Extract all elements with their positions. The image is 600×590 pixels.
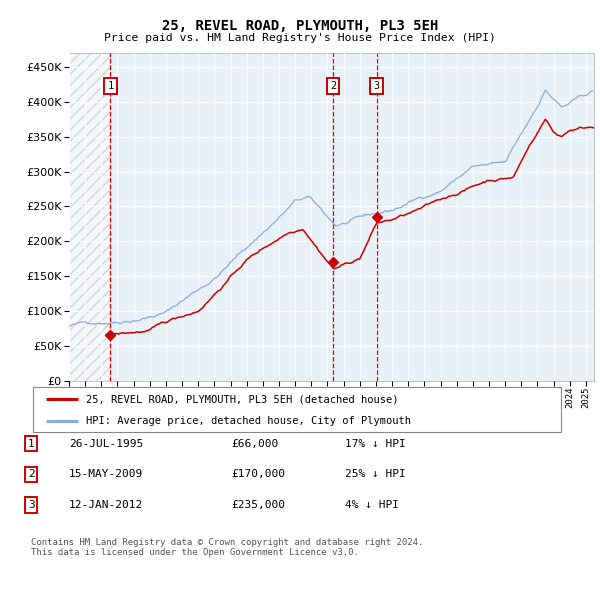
Text: 1: 1	[28, 439, 35, 448]
Text: HPI: Average price, detached house, City of Plymouth: HPI: Average price, detached house, City…	[86, 416, 411, 425]
Text: 12-JAN-2012: 12-JAN-2012	[69, 500, 143, 510]
Text: £170,000: £170,000	[231, 470, 285, 479]
Text: 25, REVEL ROAD, PLYMOUTH, PL3 5EH (detached house): 25, REVEL ROAD, PLYMOUTH, PL3 5EH (detac…	[86, 394, 398, 404]
Text: 26-JUL-1995: 26-JUL-1995	[69, 439, 143, 448]
Bar	[69, 53, 110, 381]
Text: Price paid vs. HM Land Registry's House Price Index (HPI): Price paid vs. HM Land Registry's House …	[104, 33, 496, 43]
Text: £66,000: £66,000	[231, 439, 278, 448]
Text: 15-MAY-2009: 15-MAY-2009	[69, 470, 143, 479]
Text: Contains HM Land Registry data © Crown copyright and database right 2024.
This d: Contains HM Land Registry data © Crown c…	[31, 538, 424, 558]
Text: £235,000: £235,000	[231, 500, 285, 510]
Text: 3: 3	[28, 500, 35, 510]
Text: 3: 3	[373, 81, 380, 91]
Text: 4% ↓ HPI: 4% ↓ HPI	[345, 500, 399, 510]
Text: 25% ↓ HPI: 25% ↓ HPI	[345, 470, 406, 479]
Text: 25, REVEL ROAD, PLYMOUTH, PL3 5EH: 25, REVEL ROAD, PLYMOUTH, PL3 5EH	[162, 19, 438, 33]
Text: 1: 1	[107, 81, 113, 91]
Text: 2: 2	[331, 81, 337, 91]
Text: 17% ↓ HPI: 17% ↓ HPI	[345, 439, 406, 448]
Text: 2: 2	[28, 470, 35, 479]
